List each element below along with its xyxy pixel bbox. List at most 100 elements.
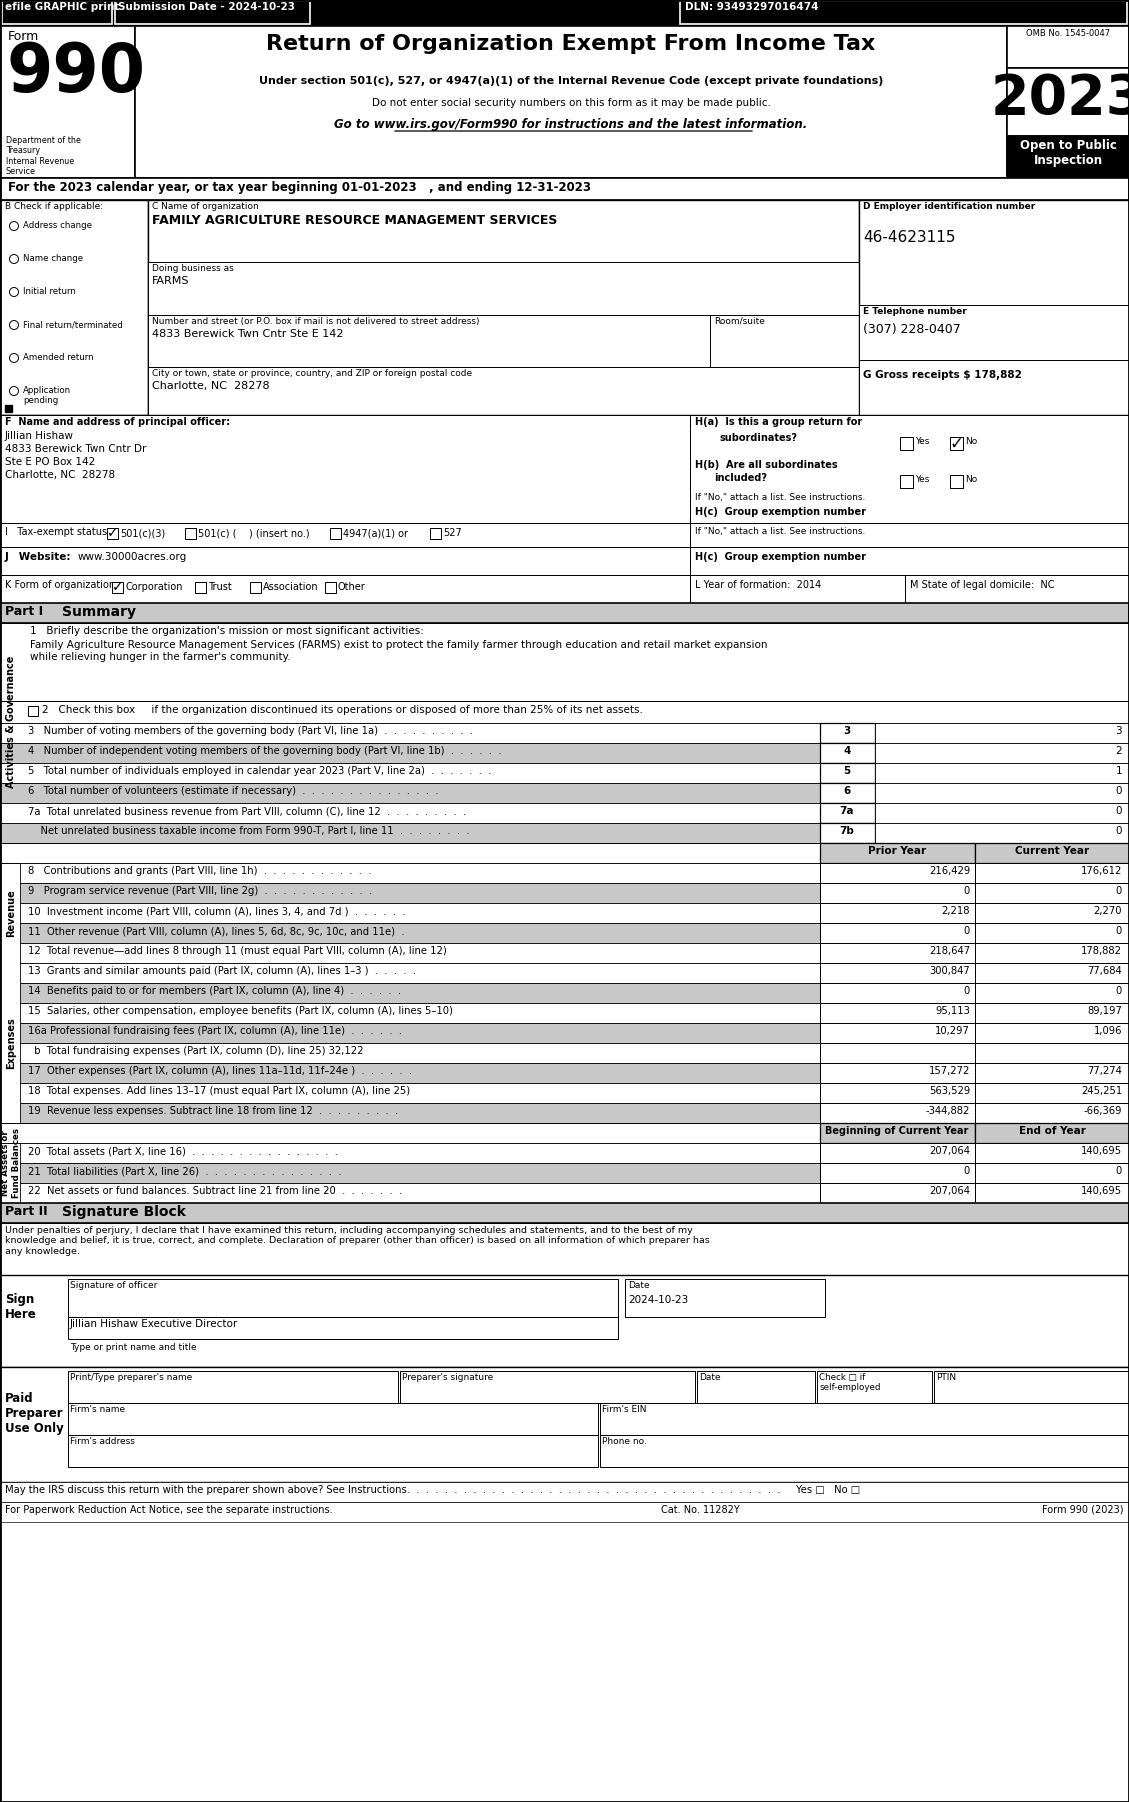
Bar: [975, 1142, 1129, 1162]
Text: 9   Program service revenue (Part VIII, line 2g)  .  .  .  .  .  .  .  .  .  .  : 9 Program service revenue (Part VIII, li…: [28, 887, 373, 896]
Bar: [68, 1317, 618, 1339]
Text: 4   Number of independent voting members of the governing body (Part VI, line 1b: 4 Number of independent voting members o…: [28, 746, 501, 757]
Text: Open to Public
Inspection: Open to Public Inspection: [1019, 139, 1117, 168]
Text: J   Website:: J Website:: [5, 551, 71, 562]
Bar: [690, 523, 1129, 548]
Text: Expenses: Expenses: [6, 1016, 16, 1069]
Bar: [905, 575, 1129, 604]
Bar: [148, 368, 859, 414]
Text: Yes: Yes: [914, 438, 929, 447]
Text: Jillian Hishaw: Jillian Hishaw: [5, 431, 75, 441]
Bar: [20, 984, 820, 1004]
Bar: [975, 863, 1129, 883]
Text: FARMS: FARMS: [152, 276, 190, 287]
Text: 20  Total assets (Part X, line 16)  .  .  .  .  .  .  .  .  .  .  .  .  .  .  . : 20 Total assets (Part X, line 16) . . . …: [28, 1146, 338, 1157]
Bar: [975, 883, 1129, 903]
Bar: [20, 1083, 820, 1103]
Text: No: No: [965, 476, 978, 485]
Text: B Check if applicable:: B Check if applicable:: [5, 202, 103, 211]
Text: Part II: Part II: [5, 1206, 47, 1218]
Bar: [28, 706, 38, 715]
Text: 2,270: 2,270: [1094, 906, 1122, 915]
Text: 46-4623115: 46-4623115: [863, 231, 955, 245]
Text: 0: 0: [1115, 926, 1122, 935]
Circle shape: [9, 386, 18, 395]
Text: 1: 1: [1115, 766, 1122, 777]
Bar: [820, 1142, 975, 1162]
Text: 77,274: 77,274: [1087, 1067, 1122, 1076]
Bar: [0, 414, 690, 523]
Text: 0: 0: [1115, 887, 1122, 896]
Bar: [820, 762, 875, 784]
Bar: [0, 0, 1129, 25]
Bar: [949, 438, 963, 450]
Text: Address change: Address change: [23, 222, 91, 231]
Bar: [820, 1024, 975, 1043]
Bar: [820, 1103, 975, 1123]
Text: 77,684: 77,684: [1087, 966, 1122, 977]
Bar: [820, 903, 975, 923]
Text: ✓: ✓: [949, 434, 963, 452]
Text: 13  Grants and similar amounts paid (Part IX, column (A), lines 1–3 )  .  .  .  : 13 Grants and similar amounts paid (Part…: [28, 966, 415, 977]
Text: 207,064: 207,064: [929, 1146, 970, 1157]
Bar: [0, 843, 820, 863]
Text: 1   Briefly describe the organization's mission or most significant activities:: 1 Briefly describe the organization's mi…: [30, 625, 423, 636]
Text: 21  Total liabilities (Part X, line 26)  .  .  .  .  .  .  .  .  .  .  .  .  .  : 21 Total liabilities (Part X, line 26) .…: [28, 1166, 341, 1177]
Text: 3   Number of voting members of the governing body (Part VI, line 1a)  .  .  .  : 3 Number of voting members of the govern…: [28, 726, 473, 735]
Text: 140,695: 140,695: [1080, 1186, 1122, 1197]
Bar: [859, 305, 1129, 360]
Bar: [148, 315, 710, 368]
Text: 11  Other revenue (Part VIII, column (A), lines 5, 6d, 8c, 9c, 10c, and 11e)  .: 11 Other revenue (Part VIII, column (A),…: [28, 926, 404, 935]
Bar: [680, 2, 1127, 23]
Text: 6: 6: [843, 786, 850, 796]
Text: Application
pending: Application pending: [23, 386, 71, 405]
Text: Part I: Part I: [5, 605, 43, 618]
Bar: [820, 984, 975, 1004]
Text: For the 2023 calendar year, or tax year beginning 01-01-2023   , and ending 12-3: For the 2023 calendar year, or tax year …: [8, 180, 590, 195]
Text: 0: 0: [1115, 805, 1122, 816]
Bar: [0, 723, 820, 742]
Bar: [0, 701, 1129, 723]
Bar: [690, 575, 905, 604]
Bar: [820, 942, 975, 962]
Bar: [875, 742, 1129, 762]
Bar: [0, 604, 1129, 623]
Text: 14  Benefits paid to or for members (Part IX, column (A), line 4)  .  .  .  .  .: 14 Benefits paid to or for members (Part…: [28, 986, 401, 997]
Text: If "No," attach a list. See instructions.: If "No," attach a list. See instructions…: [695, 494, 865, 503]
Bar: [820, 742, 875, 762]
Text: 22  Net assets or fund balances. Subtract line 21 from line 20  .  .  .  .  .  .: 22 Net assets or fund balances. Subtract…: [28, 1186, 402, 1197]
Text: Go to www.irs.gov/Form990 for instructions and the latest information.: Go to www.irs.gov/Form990 for instructio…: [334, 117, 807, 132]
Text: 0: 0: [964, 926, 970, 935]
Text: Charlotte, NC  28278: Charlotte, NC 28278: [152, 380, 270, 391]
Bar: [0, 575, 690, 604]
Text: Form 990 (2023): Form 990 (2023): [1042, 1505, 1124, 1515]
Text: Trust: Trust: [208, 582, 231, 593]
Bar: [107, 528, 119, 539]
Text: Department of the
Treasury
Internal Revenue
Service: Department of the Treasury Internal Reve…: [6, 135, 81, 177]
Bar: [875, 804, 1129, 824]
Bar: [975, 942, 1129, 962]
Text: (307) 228-0407: (307) 228-0407: [863, 323, 961, 335]
Bar: [690, 414, 1129, 523]
Bar: [817, 1371, 933, 1404]
Bar: [0, 1276, 1129, 1368]
Text: 89,197: 89,197: [1087, 1006, 1122, 1016]
Text: 12  Total revenue—add lines 8 through 11 (must equal Part VIII, column (A), line: 12 Total revenue—add lines 8 through 11 …: [28, 946, 447, 957]
Text: Signature Block: Signature Block: [62, 1206, 186, 1218]
Text: 6   Total number of volunteers (estimate if necessary)  .  .  .  .  .  .  .  .  : 6 Total number of volunteers (estimate i…: [28, 786, 438, 796]
Bar: [859, 360, 1129, 414]
Bar: [820, 1182, 975, 1204]
Bar: [875, 824, 1129, 843]
Bar: [0, 824, 820, 843]
Text: Yes: Yes: [914, 476, 929, 485]
Text: M State of legal domicile:  NC: M State of legal domicile: NC: [910, 580, 1054, 589]
Text: ✓: ✓: [106, 526, 119, 541]
Text: Ste E PO Box 142: Ste E PO Box 142: [5, 458, 95, 467]
Bar: [115, 2, 310, 23]
Bar: [0, 1503, 1129, 1523]
Bar: [697, 1371, 815, 1404]
Bar: [20, 1182, 820, 1204]
Text: Revenue: Revenue: [6, 888, 16, 937]
Bar: [68, 1404, 598, 1434]
Text: 0: 0: [964, 887, 970, 896]
